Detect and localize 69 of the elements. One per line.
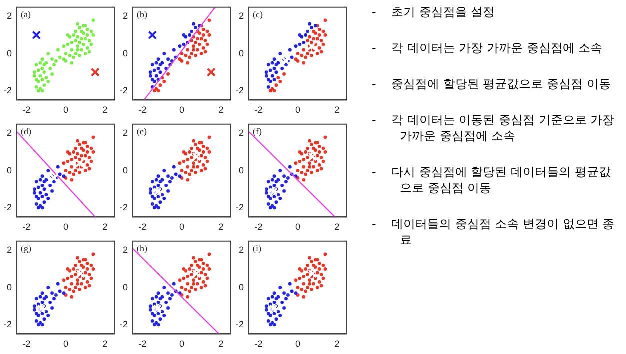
x-tick-label: 0	[179, 105, 185, 116]
y-tick-label: 2	[6, 11, 12, 22]
x-tick-label: -2	[254, 222, 263, 232]
x-tick-label: -2	[138, 222, 147, 232]
text: - 중심점에 할당된 평균값으로 중심점 이동	[372, 76, 612, 92]
x-tick-label: 2	[334, 339, 340, 350]
text: - 초기 중심점을 설정	[372, 4, 496, 20]
y-tick-label: 0	[238, 165, 244, 176]
y-tick-label: 2	[122, 11, 128, 22]
x-tick-label: 0	[63, 105, 69, 116]
y-tick-label: 2	[6, 245, 12, 256]
y-tick-label: 2	[6, 128, 12, 138]
chart-title: (d)	[21, 126, 32, 136]
chart-title: (f)	[253, 126, 262, 136]
x-tick-label: -2	[22, 339, 31, 350]
y-tick-label: 0	[238, 282, 244, 292]
x-tick-label: 0	[179, 222, 185, 232]
y-tick-label: 2	[238, 11, 244, 22]
text: - 데이터들의 중심점 소속 변경이 없으면 종료	[372, 216, 616, 248]
y-tick-label: 0	[122, 282, 128, 292]
chart-title: (a)	[21, 9, 31, 20]
y-tick-label: -2	[120, 85, 128, 96]
y-tick-label: 2	[238, 128, 244, 138]
text: - 각 데이터는 가장 가까운 중심점에 소속	[372, 40, 604, 56]
y-tick-label: 0	[6, 48, 12, 58]
chart-title: (h)	[137, 243, 148, 254]
chart-title: (e)	[137, 126, 147, 136]
x-tick-label: 0	[295, 339, 301, 350]
x-tick-label: 2	[102, 105, 108, 116]
x-tick-label: -2	[138, 105, 147, 116]
x-tick-label: 0	[295, 222, 301, 232]
y-tick-label: 0	[6, 282, 12, 292]
x-tick-label: -2	[22, 105, 31, 116]
x-tick-label: -2	[254, 105, 263, 116]
y-tick-label: 0	[122, 48, 128, 58]
x-tick-label: 2	[334, 105, 340, 116]
x-tick-label: 2	[102, 339, 108, 350]
x-tick-label: -2	[22, 222, 31, 232]
x-tick-label: 2	[102, 222, 108, 232]
y-tick-label: 2	[122, 245, 128, 256]
x-tick-label: -2	[138, 339, 147, 350]
y-tick-label: -2	[236, 202, 244, 212]
x-tick-label: 0	[63, 339, 69, 350]
chart-title: (g)	[21, 243, 32, 254]
y-tick-label: 2	[122, 128, 128, 138]
x-tick-label: 0	[295, 105, 301, 116]
x-tick-label: 2	[218, 105, 224, 116]
x-tick-label: 0	[63, 222, 69, 232]
y-tick-label: 0	[122, 165, 128, 176]
chart-title: (c)	[253, 9, 263, 20]
y-tick-label: -2	[4, 319, 12, 330]
y-tick-label: -2	[120, 319, 128, 330]
y-tick-label: -2	[236, 319, 244, 330]
chart-title: (i)	[253, 243, 262, 254]
x-tick-label: 2	[334, 222, 340, 232]
x-tick-label: 2	[218, 222, 224, 232]
y-tick-label: -2	[4, 85, 12, 96]
y-tick-label: -2	[4, 202, 12, 212]
y-tick-label: -2	[236, 85, 244, 96]
y-tick-label: 0	[6, 165, 12, 176]
y-tick-label: 0	[238, 48, 244, 58]
text: - 다시 중심점에 할당된 데이터들의 평균값으로 중심점 이동	[372, 164, 612, 196]
chart-title: (b)	[137, 9, 148, 20]
text: - 각 데이터는 이동된 중심점 기준으로 가장 가까운 중심점에 소속	[372, 112, 616, 144]
y-tick-label: -2	[120, 202, 128, 212]
x-tick-label: -2	[254, 339, 263, 350]
y-tick-label: 2	[238, 245, 244, 256]
x-tick-label: 0	[179, 339, 185, 350]
x-tick-label: 2	[218, 339, 224, 350]
